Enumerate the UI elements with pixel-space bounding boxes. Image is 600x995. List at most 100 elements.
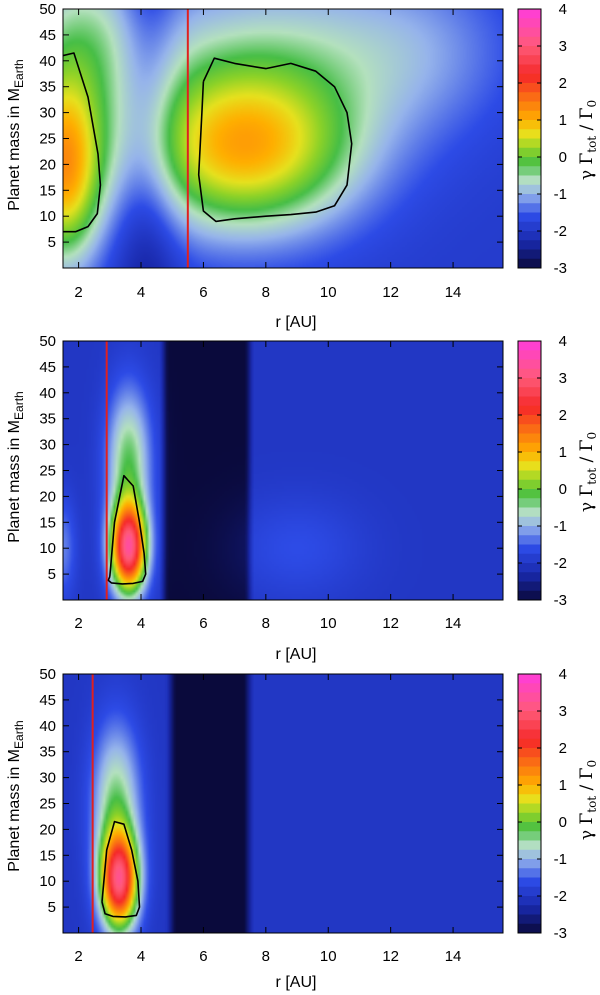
colorbar-band (518, 914, 541, 925)
colorbar-band (518, 905, 541, 915)
colorbar-band (518, 18, 541, 28)
y-tick-labels: 5 10 15 20 25 30 35 40 45 50 (39, 1, 56, 251)
y-tick-label: 15 (39, 514, 56, 531)
colorbar-band (518, 840, 541, 851)
x-tick-label: 4 (137, 284, 145, 301)
colorbar-band (518, 535, 541, 545)
zero-torque-contour (107, 474, 147, 585)
y-tick-label: 25 (39, 796, 56, 813)
x-axis-label: r [AU] (276, 646, 317, 663)
y-tick-label: 10 (39, 873, 56, 890)
colorbar-band (518, 683, 541, 693)
colorbar-band (518, 203, 541, 213)
colorbar-tick-label: -3 (554, 925, 567, 942)
x-axis-label: r [AU] (276, 974, 317, 991)
colorbar-band (518, 794, 541, 804)
colorbar-tick-label: -1 (554, 186, 567, 203)
colorbar-tick-label: 1 (559, 444, 567, 461)
colorbar-band (518, 563, 541, 573)
colorbar-tick-label: 1 (559, 112, 567, 129)
colorbar-band (518, 729, 541, 740)
x-tick-label: 12 (382, 615, 399, 632)
colorbar-band (518, 803, 541, 814)
y-tick-label: 10 (39, 540, 56, 557)
colorbar-band (518, 572, 541, 582)
colorbar-band (518, 378, 541, 388)
colorbar (517, 673, 542, 934)
x-axis-label: r [AU] (276, 314, 317, 331)
zero-torque-contour (197, 57, 353, 223)
colorbar-tick-label: 0 (559, 481, 567, 498)
colorbar-band (518, 221, 541, 232)
colorbar-band (518, 452, 541, 462)
colorbar-band (518, 368, 541, 379)
colorbar-band (518, 498, 541, 508)
y-tick-label: 50 (39, 333, 56, 350)
colorbar-tick-label: 3 (559, 370, 567, 387)
y-tick-label: 35 (39, 411, 56, 428)
heatmap-field (63, 674, 503, 933)
y-tick-label: 20 (39, 488, 56, 505)
colorbar-tick-labels: -3 -2 -1 0 1 2 3 4 (554, 1, 567, 277)
colorbar-band (518, 175, 541, 186)
colorbar-band (518, 461, 541, 471)
x-tick-labels: 2 4 6 8 10 12 14 (74, 948, 461, 965)
x-tick-labels: 2 4 6 8 10 12 14 (74, 615, 461, 632)
y-axis-label: Planet mass in MEarth (6, 391, 26, 542)
colorbar-band (518, 868, 541, 878)
colorbar-band (518, 489, 541, 499)
colorbar-band (518, 9, 541, 19)
y-axis-label: Planet mass in MEarth (6, 720, 26, 871)
x-tick-label: 10 (320, 615, 337, 632)
colorbar-band (518, 822, 541, 832)
colorbar-band (518, 785, 541, 795)
x-tick-label: 8 (262, 284, 270, 301)
colorbar-band (518, 350, 541, 360)
colorbar-band (518, 544, 541, 555)
x-tick-label: 8 (262, 948, 270, 965)
colorbar-tick-label: -2 (554, 888, 567, 905)
colorbar-band (518, 64, 541, 75)
colorbar-frame (517, 673, 542, 934)
y-tick-label: 45 (39, 359, 56, 376)
colorbar-tick-label: -3 (554, 592, 567, 609)
colorbar-band (518, 507, 541, 518)
y-tick-label: 25 (39, 463, 56, 480)
colorbar-band (518, 36, 541, 47)
colorbar-band (518, 516, 541, 527)
colorbar-tick-label: 4 (559, 333, 567, 350)
colorbar-band (518, 101, 541, 112)
colorbar-band (518, 526, 541, 536)
colorbar-band (518, 433, 541, 444)
colorbar-tick-label: 2 (559, 740, 567, 757)
colorbar-label: γ Γtot / Γ0 (577, 760, 599, 840)
colorbar-tick-labels: -3 -2 -1 0 1 2 3 4 (554, 333, 567, 609)
colorbar-tick-label: 0 (559, 149, 567, 166)
colorbar-band (518, 470, 541, 481)
x-tick-label: 8 (262, 615, 270, 632)
y-tick-label: 50 (39, 666, 56, 683)
colorbar-tick-label: 4 (559, 1, 567, 18)
colorbar-band (518, 405, 541, 416)
colorbar-band (518, 212, 541, 223)
colorbar-band (518, 83, 541, 93)
colorbar-band (518, 775, 541, 786)
y-tick-labels: 5 10 15 20 25 30 35 40 45 50 (39, 333, 56, 583)
y-tick-label: 50 (39, 1, 56, 18)
colorbar-band (518, 341, 541, 351)
axis-ticks (63, 673, 503, 933)
y-tick-label: 20 (39, 821, 56, 838)
colorbar-tick-label: -1 (554, 518, 567, 535)
colorbar-band (518, 590, 541, 601)
colorbar-band (518, 479, 541, 490)
colorbar-band (518, 415, 541, 425)
y-tick-label: 10 (39, 208, 56, 225)
y-tick-label: 45 (39, 27, 56, 44)
y-tick-label: 40 (39, 385, 56, 402)
colorbar-band (518, 55, 541, 65)
colorbar-band (518, 240, 541, 250)
